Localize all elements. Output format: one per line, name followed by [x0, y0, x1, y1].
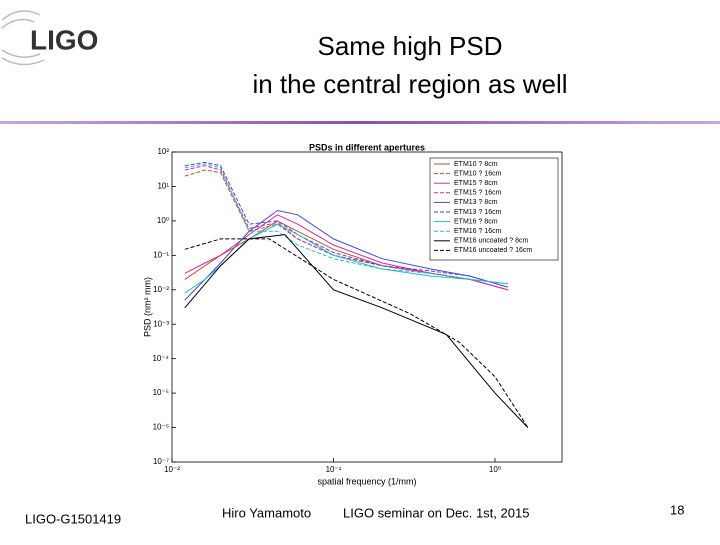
legend-label: ETM15 ? 8cm [454, 180, 498, 187]
title-rule [0, 121, 720, 124]
slide-title: in the central region as well [252, 69, 567, 99]
legend-label: ETM16 ? 16cm [454, 228, 502, 235]
event: LIGO seminar on Dec. 1st, 2015 [343, 505, 529, 520]
logo-text: LIGO [30, 24, 98, 55]
legend-box [429, 157, 559, 261]
x-tick-label: 10⁻¹ [326, 465, 342, 474]
y-tick-label: 10⁻³ [153, 319, 169, 328]
legend-label: ETM10 ? 16cm [454, 170, 502, 177]
series-line [184, 234, 529, 428]
y-tick-label: 10² [157, 147, 169, 156]
y-tick-label: 10⁻⁵ [153, 388, 169, 397]
legend-label: ETM16 uncoated ? 16cm [454, 247, 532, 254]
page-number: 18 [670, 502, 684, 517]
series-line [184, 163, 508, 285]
x-axis-label: spatial frequency (1/mm) [317, 476, 416, 486]
series-line [184, 209, 508, 301]
y-tick-label: 10⁻² [153, 285, 169, 294]
x-tick-label: 10⁰ [489, 465, 501, 474]
author: Hiro Yamamoto [222, 505, 311, 520]
logo: LIGO [1, 10, 98, 66]
y-tick-label: 10¹ [157, 182, 169, 191]
legend-label: ETM16 ? 8cm [454, 218, 498, 225]
legend-label: ETM13 ? 8cm [454, 199, 498, 206]
y-tick-label: 10⁻⁴ [152, 354, 169, 363]
chart: PSDs in different apertures spatial frequ… [142, 142, 563, 486]
legend-label: ETM15 ? 16cm [454, 190, 502, 197]
y-tick-label: 10⁰ [157, 216, 169, 225]
legend-label: ETM16 uncoated ? 8cm [454, 238, 528, 245]
y-tick-label: 10⁻⁶ [153, 423, 169, 432]
series-line [184, 223, 508, 294]
y-axis-label: PSD (nm² mm) [142, 277, 152, 337]
x-tick-label: 10⁻² [164, 465, 180, 474]
series-line [184, 161, 508, 288]
legend-label: ETM10 ? 8cm [454, 161, 498, 168]
doc-id: LIGO-G1501419 [25, 511, 121, 526]
series-line [184, 238, 529, 428]
y-tick-label: 10⁻¹ [153, 250, 169, 259]
y-tick-label: 10⁻⁷ [153, 457, 169, 466]
chart-title: PSDs in different apertures [309, 142, 425, 152]
slide-title: Same high PSD [318, 31, 503, 61]
legend-label: ETM13 ? 16cm [454, 209, 502, 216]
